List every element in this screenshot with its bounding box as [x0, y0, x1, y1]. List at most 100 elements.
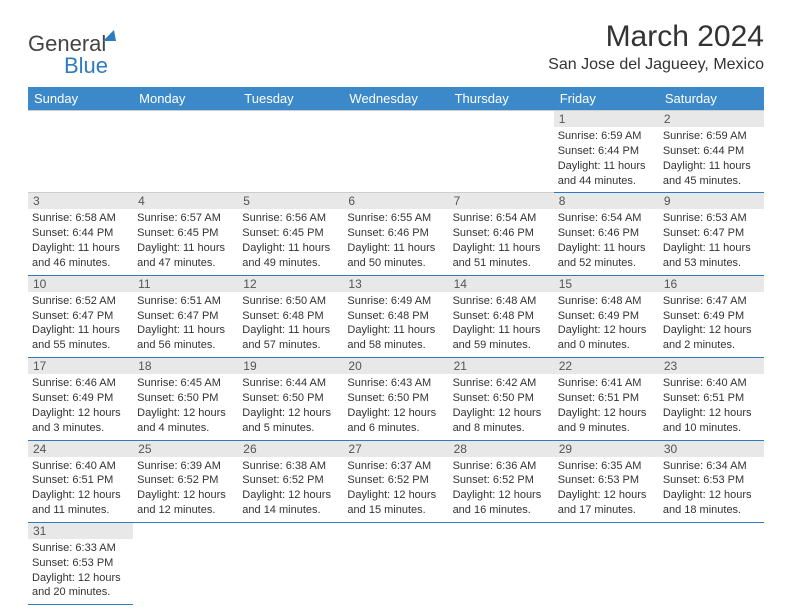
- daylight-text: Daylight: 12 hours and 8 minutes.: [453, 406, 550, 436]
- title-block: March 2024 San Jose del Jagueey, Mexico: [548, 20, 764, 74]
- day-cell: Sunrise: 6:49 AMSunset: 6:48 PMDaylight:…: [343, 292, 448, 358]
- day-number: 4: [133, 193, 238, 210]
- sunset-text: Sunset: 6:49 PM: [32, 391, 129, 406]
- sunrise-text: Sunrise: 6:50 AM: [242, 294, 339, 309]
- day-cell: Sunrise: 6:58 AMSunset: 6:44 PMDaylight:…: [28, 209, 133, 275]
- sunset-text: Sunset: 6:50 PM: [453, 391, 550, 406]
- logo-text-blue: Blue: [64, 53, 108, 78]
- day-number: 1: [554, 111, 659, 128]
- sunrise-text: Sunrise: 6:57 AM: [137, 211, 234, 226]
- day-number: 2: [659, 111, 764, 128]
- day-cell: Sunrise: 6:47 AMSunset: 6:49 PMDaylight:…: [659, 292, 764, 358]
- day-detail-row: Sunrise: 6:58 AMSunset: 6:44 PM Daylight:…: [28, 209, 764, 275]
- day-cell: Sunrise: 6:33 AMSunset: 6:53 PMDaylight:…: [28, 539, 133, 605]
- day-cell: [343, 127, 448, 193]
- sunset-text: Sunset: 6:52 PM: [137, 473, 234, 488]
- sunrise-text: Sunrise: 6:48 AM: [453, 294, 550, 309]
- daylight-text: Daylight: 12 hours and 0 minutes.: [558, 323, 655, 353]
- sunset-text: Sunset: 6:48 PM: [242, 309, 339, 324]
- sunrise-text: Sunrise: 6:35 AM: [558, 459, 655, 474]
- sunset-text: Sunset: 6:53 PM: [663, 473, 760, 488]
- day-cell: [133, 127, 238, 193]
- day-cell: Sunrise: 6:48 AMSunset: 6:49 PMDaylight:…: [554, 292, 659, 358]
- day-cell: Sunrise: 6:35 AMSunset: 6:53 PMDaylight:…: [554, 457, 659, 523]
- day-cell: Sunrise: 6:43 AMSunset: 6:50 PMDaylight:…: [343, 374, 448, 440]
- sunset-text: Sunset: 6:44 PM: [32, 226, 129, 241]
- sunrise-text: Sunrise: 6:37 AM: [347, 459, 444, 474]
- day-number: 14: [449, 275, 554, 292]
- daylight-text: Daylight: 12 hours and 6 minutes.: [347, 406, 444, 436]
- sunrise-text: Sunrise: 6:54 AM: [558, 211, 655, 226]
- day-number-row: 10111213141516: [28, 275, 764, 292]
- day-number-row: 24252627282930: [28, 440, 764, 457]
- day-number: 13: [343, 275, 448, 292]
- daylight-text: Daylight: 12 hours and 11 minutes.: [32, 488, 129, 518]
- daylight-text: Daylight: 11 hours and 58 minutes.: [347, 323, 444, 353]
- day-detail-row: Sunrise: 6:33 AMSunset: 6:53 PMDaylight:…: [28, 539, 764, 605]
- day-number: 31: [28, 522, 133, 539]
- day-number: [133, 111, 238, 128]
- day-cell: Sunrise: 6:56 AMSunset: 6:45 PMDaylight:…: [238, 209, 343, 275]
- sunset-text: Sunset: 6:50 PM: [137, 391, 234, 406]
- sunset-text: Sunset: 6:47 PM: [663, 226, 760, 241]
- sunrise-text: Sunrise: 6:58 AM: [32, 211, 129, 226]
- day-detail-row: Sunrise: 6:59 AMSunset: 6:44 PM Daylight:…: [28, 127, 764, 193]
- day-number: 29: [554, 440, 659, 457]
- sunrise-text: Sunrise: 6:54 AM: [453, 211, 550, 226]
- day-number: 12: [238, 275, 343, 292]
- sunrise-text: Sunrise: 6:36 AM: [453, 459, 550, 474]
- day-number-row: 3456789: [28, 193, 764, 210]
- header: General Blue March 2024 San Jose del Jag…: [28, 20, 764, 77]
- sunset-text: Sunset: 6:50 PM: [242, 391, 339, 406]
- day-number: 26: [238, 440, 343, 457]
- day-number: [133, 522, 238, 539]
- day-cell: [28, 127, 133, 193]
- day-number: 24: [28, 440, 133, 457]
- sunrise-text: Sunrise: 6:55 AM: [347, 211, 444, 226]
- sunrise-text: Sunrise: 6:44 AM: [242, 376, 339, 391]
- day-cell: Sunrise: 6:51 AMSunset: 6:47 PMDaylight:…: [133, 292, 238, 358]
- weekday-header: Monday: [133, 87, 238, 111]
- day-number-row: 17181920212223: [28, 358, 764, 375]
- calendar-table: SundayMondayTuesdayWednesdayThursdayFrid…: [28, 87, 764, 605]
- sunrise-text: Sunrise: 6:47 AM: [663, 294, 760, 309]
- day-cell: Sunrise: 6:54 AMSunset: 6:46 PMDaylight:…: [554, 209, 659, 275]
- day-number: 18: [133, 358, 238, 375]
- day-cell: [133, 539, 238, 605]
- day-number: 6: [343, 193, 448, 210]
- sunrise-text: Sunrise: 6:59 AM: [663, 129, 760, 144]
- day-cell: Sunrise: 6:40 AMSunset: 6:51 PMDaylight:…: [659, 374, 764, 440]
- day-number: [28, 111, 133, 128]
- day-number: 19: [238, 358, 343, 375]
- day-cell: [659, 539, 764, 605]
- month-title: March 2024: [548, 20, 764, 54]
- day-number: 20: [343, 358, 448, 375]
- day-number: 17: [28, 358, 133, 375]
- day-cell: Sunrise: 6:36 AMSunset: 6:52 PMDaylight:…: [449, 457, 554, 523]
- daylight-text: Daylight: 11 hours and 57 minutes.: [242, 323, 339, 353]
- day-number: 28: [449, 440, 554, 457]
- day-detail-row: Sunrise: 6:40 AMSunset: 6:51 PMDaylight:…: [28, 457, 764, 523]
- day-cell: [238, 127, 343, 193]
- day-number: 15: [554, 275, 659, 292]
- sunrise-text: Sunrise: 6:49 AM: [347, 294, 444, 309]
- day-cell: Sunrise: 6:55 AMSunset: 6:46 PMDaylight:…: [343, 209, 448, 275]
- daylight-text: Daylight: 12 hours and 9 minutes.: [558, 406, 655, 436]
- sunset-text: Sunset: 6:51 PM: [558, 391, 655, 406]
- logo-text: General Blue: [28, 30, 117, 77]
- day-number: 11: [133, 275, 238, 292]
- sunset-text: Sunset: 6:44 PM: [663, 144, 760, 159]
- daylight-text: Daylight: 12 hours and 10 minutes.: [663, 406, 760, 436]
- daylight-text: Daylight: 11 hours and 55 minutes.: [32, 323, 129, 353]
- sunrise-text: Sunrise: 6:46 AM: [32, 376, 129, 391]
- sunrise-text: Sunrise: 6:40 AM: [32, 459, 129, 474]
- day-cell: Sunrise: 6:39 AMSunset: 6:52 PMDaylight:…: [133, 457, 238, 523]
- daylight-text: Daylight: 11 hours and 47 minutes.: [137, 241, 234, 271]
- day-cell: Sunrise: 6:45 AMSunset: 6:50 PMDaylight:…: [133, 374, 238, 440]
- sunrise-text: Sunrise: 6:41 AM: [558, 376, 655, 391]
- daylight-text: Daylight: 11 hours and 44 minutes.: [558, 159, 655, 189]
- sunset-text: Sunset: 6:46 PM: [453, 226, 550, 241]
- day-cell: Sunrise: 6:40 AMSunset: 6:51 PMDaylight:…: [28, 457, 133, 523]
- day-detail-row: Sunrise: 6:46 AMSunset: 6:49 PM Daylight:…: [28, 374, 764, 440]
- daylight-text: Daylight: 11 hours and 52 minutes.: [558, 241, 655, 271]
